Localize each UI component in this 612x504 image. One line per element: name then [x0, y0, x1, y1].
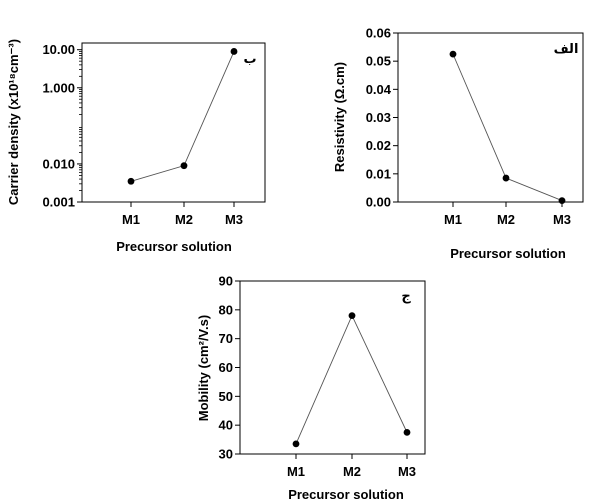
y-axis-label: Carrier density (x10¹⁸cm⁻³) — [6, 39, 21, 205]
x-tick-label: M2 — [343, 464, 361, 479]
data-point — [180, 162, 188, 170]
y-tick-label: 10.00 — [42, 42, 75, 57]
x-axis-label: Precursor solution — [450, 246, 566, 261]
y-tick-label: 30 — [219, 447, 233, 462]
x-tick-label: M3 — [398, 464, 416, 479]
data-point — [449, 50, 457, 58]
y-tick-label: 0.00 — [366, 195, 391, 210]
y-tick-label: 0.04 — [366, 82, 392, 97]
y-axis-label: Mobility (cm²/V.s) — [196, 315, 211, 421]
y-tick-label: 0.010 — [42, 156, 75, 171]
data-point — [502, 174, 510, 182]
x-tick-label: M3 — [553, 212, 571, 227]
panel-label: الف — [554, 42, 579, 57]
plot-frame — [239, 280, 426, 455]
y-tick-label: 0.06 — [366, 26, 391, 41]
y-tick-label: 0.02 — [366, 138, 391, 153]
x-tick-label: M2 — [175, 212, 193, 227]
plot-frame — [397, 32, 584, 203]
y-tick-label: 50 — [219, 389, 233, 404]
x-axis-label: Precursor solution — [116, 239, 232, 254]
x-tick-label: M1 — [287, 464, 305, 479]
panel-label: ب — [243, 52, 256, 67]
y-axis-label: Resistivity (Ω.cm) — [332, 62, 347, 172]
data-point — [127, 177, 135, 185]
series-line — [295, 314, 408, 445]
y-tick-label: 1.000 — [42, 80, 75, 95]
y-tick-label: 0.03 — [366, 110, 391, 125]
data-point — [403, 428, 411, 436]
y-tick-label: 40 — [219, 418, 233, 433]
y-tick-label: 0.05 — [366, 54, 391, 69]
data-point — [230, 48, 238, 55]
chart-resistivity: 0.00 0.01 0.02 0.03 0.04 0.05 0.06 M1 M2 M3 Precur… — [332, 26, 584, 261]
plot-frame — [81, 42, 266, 203]
x-axis-label: Precursor solution — [288, 487, 404, 502]
series-line — [130, 51, 235, 182]
y-tick-label: 60 — [219, 360, 233, 375]
chart-mobility: 30 40 50 60 70 80 90 M1 M2 M3 Precursor solution Mo… — [196, 274, 426, 502]
x-tick-label: M1 — [122, 212, 140, 227]
x-tick-label: M1 — [444, 212, 462, 227]
panel-label: ج — [401, 289, 411, 304]
y-tick-label: 90 — [219, 274, 233, 289]
y-tick-label: 70 — [219, 331, 233, 346]
x-tick-label: M2 — [497, 212, 515, 227]
x-tick-label: M3 — [225, 212, 243, 227]
data-point — [292, 440, 300, 448]
y-tick-label: 80 — [219, 302, 233, 317]
y-tick-label: 0.01 — [366, 166, 391, 181]
data-point — [348, 312, 356, 319]
chart-carrier: 0.001 0.010 1.000 10.00 M1 M2 M3 Precursor solu… — [6, 39, 266, 254]
y-tick-label: 0.001 — [42, 195, 75, 210]
data-point — [558, 197, 566, 204]
